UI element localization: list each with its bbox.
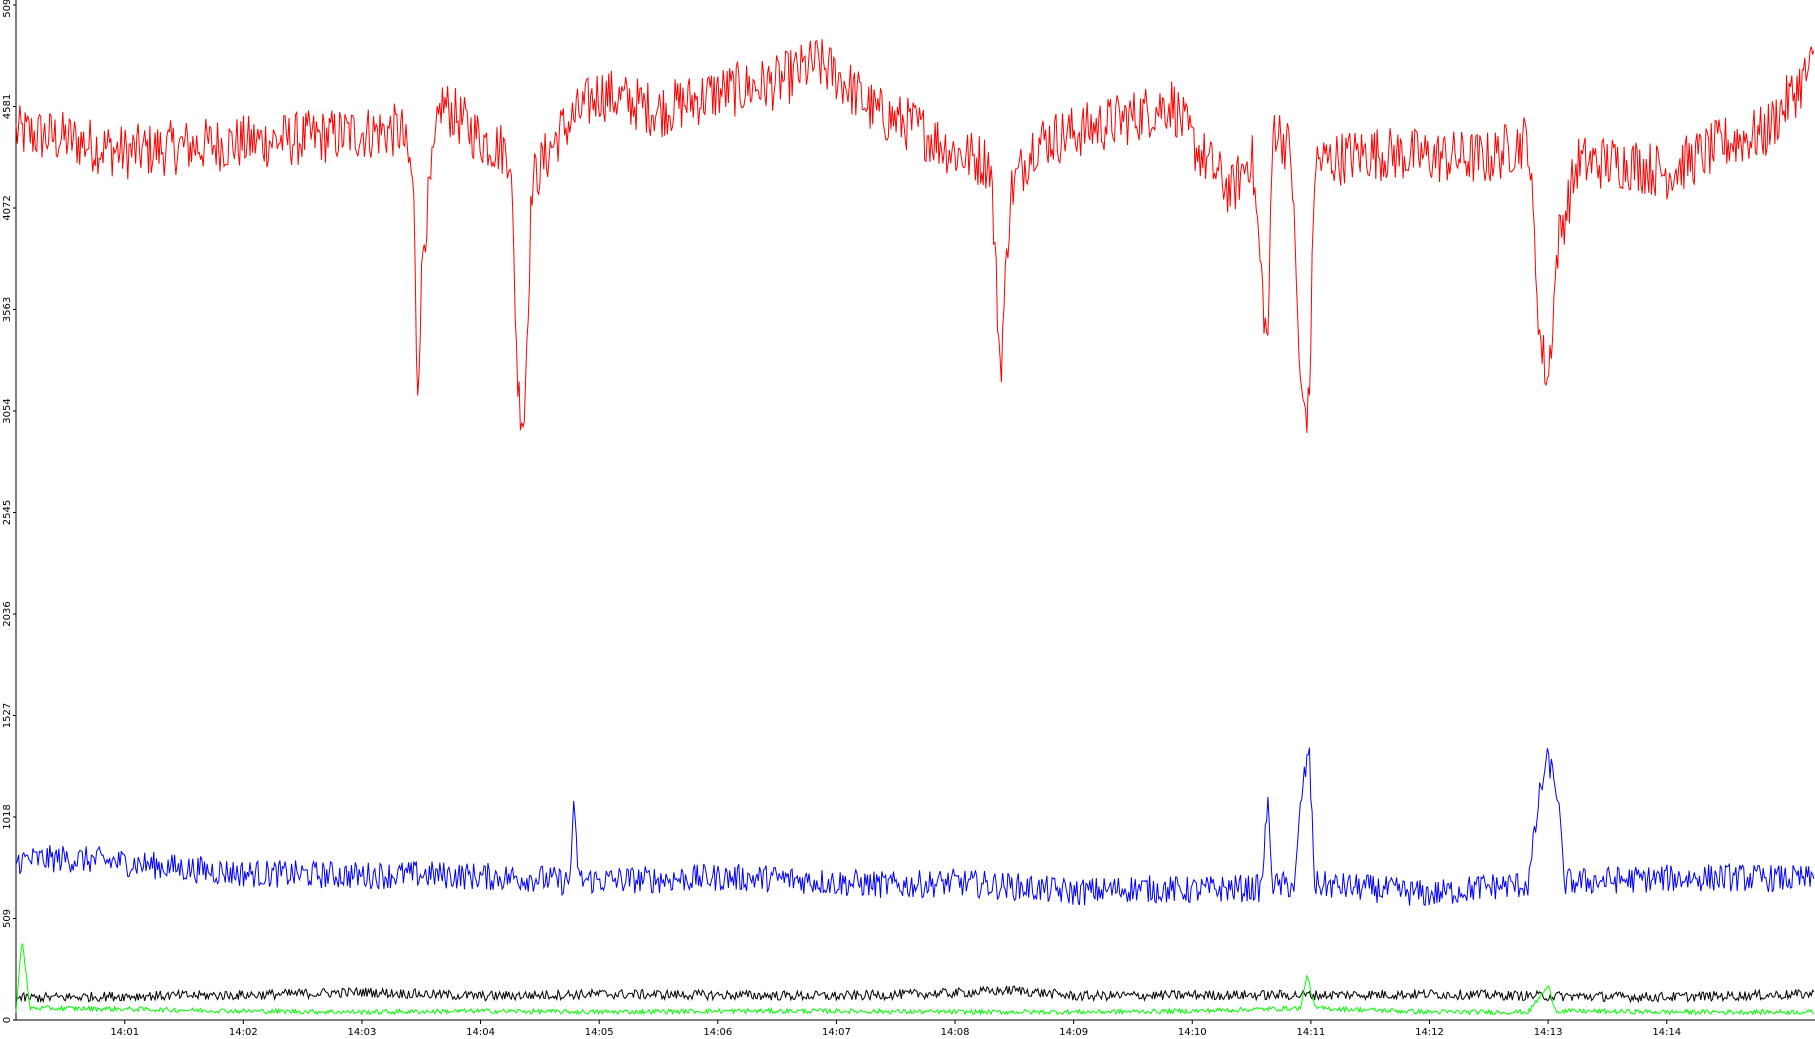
x-tick-label: 14:06: [703, 1027, 732, 1038]
series-line: [15, 943, 1815, 1017]
y-tick-label: 2545: [2, 500, 13, 525]
y-tick-label: 4581: [2, 94, 13, 119]
x-tick-label: 14:07: [822, 1027, 851, 1038]
x-tick-label: 14:05: [585, 1027, 614, 1038]
x-tick-label: 14:12: [1415, 1027, 1444, 1038]
plot-frame: [15, 0, 1815, 1021]
x-axis: 14:01 14:02 14:03 14:04 14:05 14:06 14:07 14:08…: [110, 1020, 1681, 1038]
x-tick-label: 14:04: [466, 1027, 495, 1038]
x-tick-label: 14:02: [229, 1027, 258, 1038]
y-tick-label: 509: [2, 909, 13, 928]
y-tick-label: 4072: [2, 195, 13, 220]
x-tick-label: 14:03: [348, 1027, 377, 1038]
y-tick-label: 3054: [2, 398, 13, 423]
y-tick-label: 5090: [2, 0, 13, 18]
x-tick-label: 14:14: [1652, 1027, 1681, 1038]
x-tick-label: 14:11: [1296, 1027, 1325, 1038]
y-tick-label: 1018: [2, 804, 13, 829]
x-tick-label: 14:09: [1059, 1027, 1088, 1038]
x-tick-label: 14:08: [941, 1027, 970, 1038]
x-tick-label: 14:10: [1178, 1027, 1207, 1038]
series-line: [15, 985, 1815, 1004]
y-tick-label: 1527: [2, 703, 13, 728]
series-line: [15, 747, 1815, 907]
x-tick-label: 14:13: [1534, 1027, 1563, 1038]
y-tick-label: 0: [2, 1017, 13, 1023]
y-axis: 0 509 1018 1527 2036 2545 3054 3563 4072 4581 5090: [2, 0, 16, 1023]
y-tick-label: 3563: [2, 297, 13, 322]
x-tick-label: 14:01: [110, 1027, 139, 1038]
series-layer: [15, 39, 1815, 1017]
series-line: [15, 39, 1815, 433]
y-tick-label: 2036: [2, 601, 13, 626]
